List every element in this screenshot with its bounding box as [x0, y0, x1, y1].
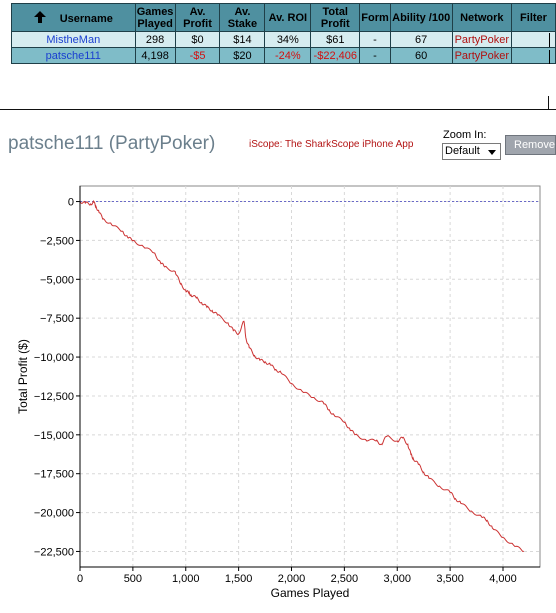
col-ability[interactable]: Ability /100	[389, 3, 453, 32]
y-tick-label: −7,500	[40, 313, 74, 325]
total-profit-cell: $61	[310, 31, 361, 48]
col-av-profit[interactable]: Av. Profit	[174, 3, 221, 32]
col-av-roi[interactable]: Av. ROI	[264, 3, 312, 32]
username-cell[interactable]: patsche111	[11, 47, 136, 64]
username-cell[interactable]: MistheMan	[11, 31, 136, 48]
y-axis-title: Total Profit ($)	[16, 339, 30, 414]
x-tick-label: 0	[77, 573, 83, 585]
profit-chart: 0 500 1,000 1,500 2,000 2,500 3,000 3,500 4,000 0…	[16, 185, 541, 600]
y-tick-label: −17,500	[34, 469, 74, 481]
filter-cell[interactable]	[511, 47, 556, 64]
x-tick-label: 4,000	[489, 573, 517, 585]
y-tick-label: −15,000	[34, 430, 74, 442]
col-av-stake[interactable]: Av. Stake	[219, 3, 266, 32]
av-roi-cell: 34%	[264, 31, 312, 48]
chart-title: patsche111 (PartyPoker)	[8, 133, 216, 154]
chart-ticks: 0 500 1,000 1,500 2,000 2,500 3,000 3,500 4,000 0…	[34, 197, 517, 585]
table-row: patsche111 4,198 -$5 $20 -24% -$22,406 -…	[11, 47, 556, 64]
col-games-played[interactable]: Games Played	[134, 3, 176, 32]
x-tick-label: 500	[124, 573, 142, 585]
ability-cell: 60	[389, 47, 453, 64]
zoom-select-value: Default	[445, 145, 480, 157]
y-tick-label: −5,000	[40, 274, 74, 286]
col-total-profit[interactable]: Total Profit	[310, 3, 361, 32]
x-tick-label: 2,500	[331, 573, 359, 585]
total-profit-cell: -$22,406	[310, 47, 361, 64]
remove-button[interactable]: Remove	[505, 135, 556, 155]
iscope-app-link[interactable]: iScope: The SharkScope iPhone App	[249, 139, 414, 150]
x-tick-label: 1,500	[225, 573, 253, 585]
av-stake-cell: $14	[219, 31, 266, 48]
filter-cell[interactable]	[511, 31, 556, 48]
plot-area	[79, 185, 541, 568]
divider-stub	[548, 96, 549, 110]
av-roi-cell: -24%	[264, 47, 312, 64]
form-cell: -	[359, 47, 391, 64]
games-played-cell: 4,198	[134, 47, 176, 64]
profit-line	[79, 199, 524, 552]
table-row: MistheMan 298 $0 $14 34% $61 - 67 PartyP…	[11, 31, 556, 48]
x-tick-label: 3,500	[436, 573, 464, 585]
y-tick-label: −10,000	[34, 352, 74, 364]
stats-table: Username Games Played Av. Profit Av. Stake …	[11, 3, 556, 64]
x-axis-title: Games Played	[271, 586, 350, 600]
zoom-select[interactable]: Default	[442, 143, 501, 160]
network-cell: PartyPoker	[451, 47, 513, 64]
y-tick-label: 0	[68, 197, 74, 209]
chart-axes	[76, 186, 540, 571]
y-tick-label: −22,500	[34, 546, 74, 558]
network-cell: PartyPoker	[451, 31, 513, 48]
x-tick-label: 3,000	[383, 573, 411, 585]
av-stake-cell: $20	[219, 47, 266, 64]
col-form[interactable]: Form	[359, 3, 391, 32]
sort-up-arrow-icon[interactable]	[33, 10, 46, 23]
x-tick-label: 1,000	[172, 573, 200, 585]
y-tick-label: −20,000	[34, 508, 74, 520]
section-divider	[0, 109, 556, 110]
chart-series	[79, 199, 524, 552]
col-network[interactable]: Network	[451, 3, 513, 32]
av-profit-cell: -$5	[174, 47, 221, 64]
row-edge-marker	[549, 33, 556, 47]
x-tick-label: 2,000	[278, 573, 306, 585]
row-edge-marker	[549, 50, 556, 64]
y-tick-label: −12,500	[34, 391, 74, 403]
col-filter[interactable]: Filter	[511, 3, 556, 32]
ability-cell: 67	[389, 31, 453, 48]
y-tick-label: −2,500	[40, 235, 74, 247]
games-played-cell: 298	[134, 31, 176, 48]
table-header-row: Username Games Played Av. Profit Av. Stake …	[11, 3, 556, 32]
form-cell: -	[359, 31, 391, 48]
av-profit-cell: $0	[174, 31, 221, 48]
chevron-down-icon	[488, 150, 496, 155]
chart-grid	[79, 185, 541, 568]
col-username[interactable]: Username	[11, 3, 136, 32]
zoom-label: Zoom In:	[443, 129, 487, 141]
